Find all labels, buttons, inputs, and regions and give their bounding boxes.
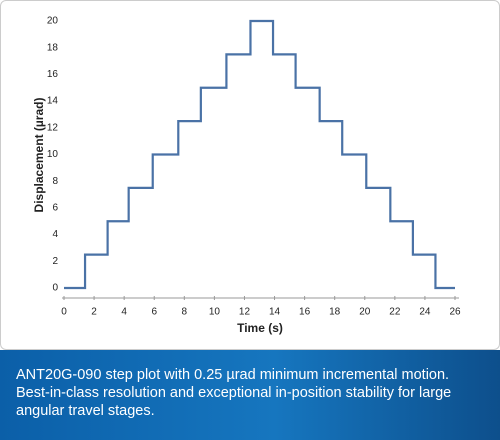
y-tick-label: 0 [52,283,58,294]
x-tick-label: 0 [61,307,67,318]
x-tick-label: 24 [419,307,431,318]
x-tick-label: 18 [329,307,341,318]
y-tick-label: 10 [47,149,59,160]
x-tick-label: 22 [389,307,401,318]
x-tick-label: 6 [151,307,157,318]
y-tick-label: 2 [52,256,58,267]
x-tick-label: 14 [269,307,281,318]
x-tick-label: 26 [449,307,461,318]
y-tick-label: 6 [52,203,58,214]
caption: ANT20G-090 step plot with 0.25 µrad mini… [0,350,500,440]
y-tick-label: 4 [52,229,58,240]
data-line [64,19,455,290]
x-axis-label: Time (s) [237,321,283,335]
y-tick-label: 18 [47,42,59,53]
y-tick-label: 8 [52,176,58,187]
y-axis-label: Displacement (µrad) [32,98,46,213]
x-tick-label: 12 [239,307,251,318]
y-tick-label: 14 [47,96,59,107]
y-tick-label: 16 [47,69,59,80]
x-tick-label: 16 [299,307,311,318]
x-tick-label: 2 [91,307,97,318]
y-tick-label: 12 [47,122,59,133]
x-tick-label: 8 [182,307,188,318]
x-tick-label: 4 [121,307,127,318]
x-tick-label: 20 [359,307,371,318]
chart-panel [0,0,500,350]
chart: Displacement (µrad) Time (s) 02468101214… [32,16,461,336]
y-tick-label: 20 [47,16,59,27]
x-tick-label: 10 [209,307,221,318]
